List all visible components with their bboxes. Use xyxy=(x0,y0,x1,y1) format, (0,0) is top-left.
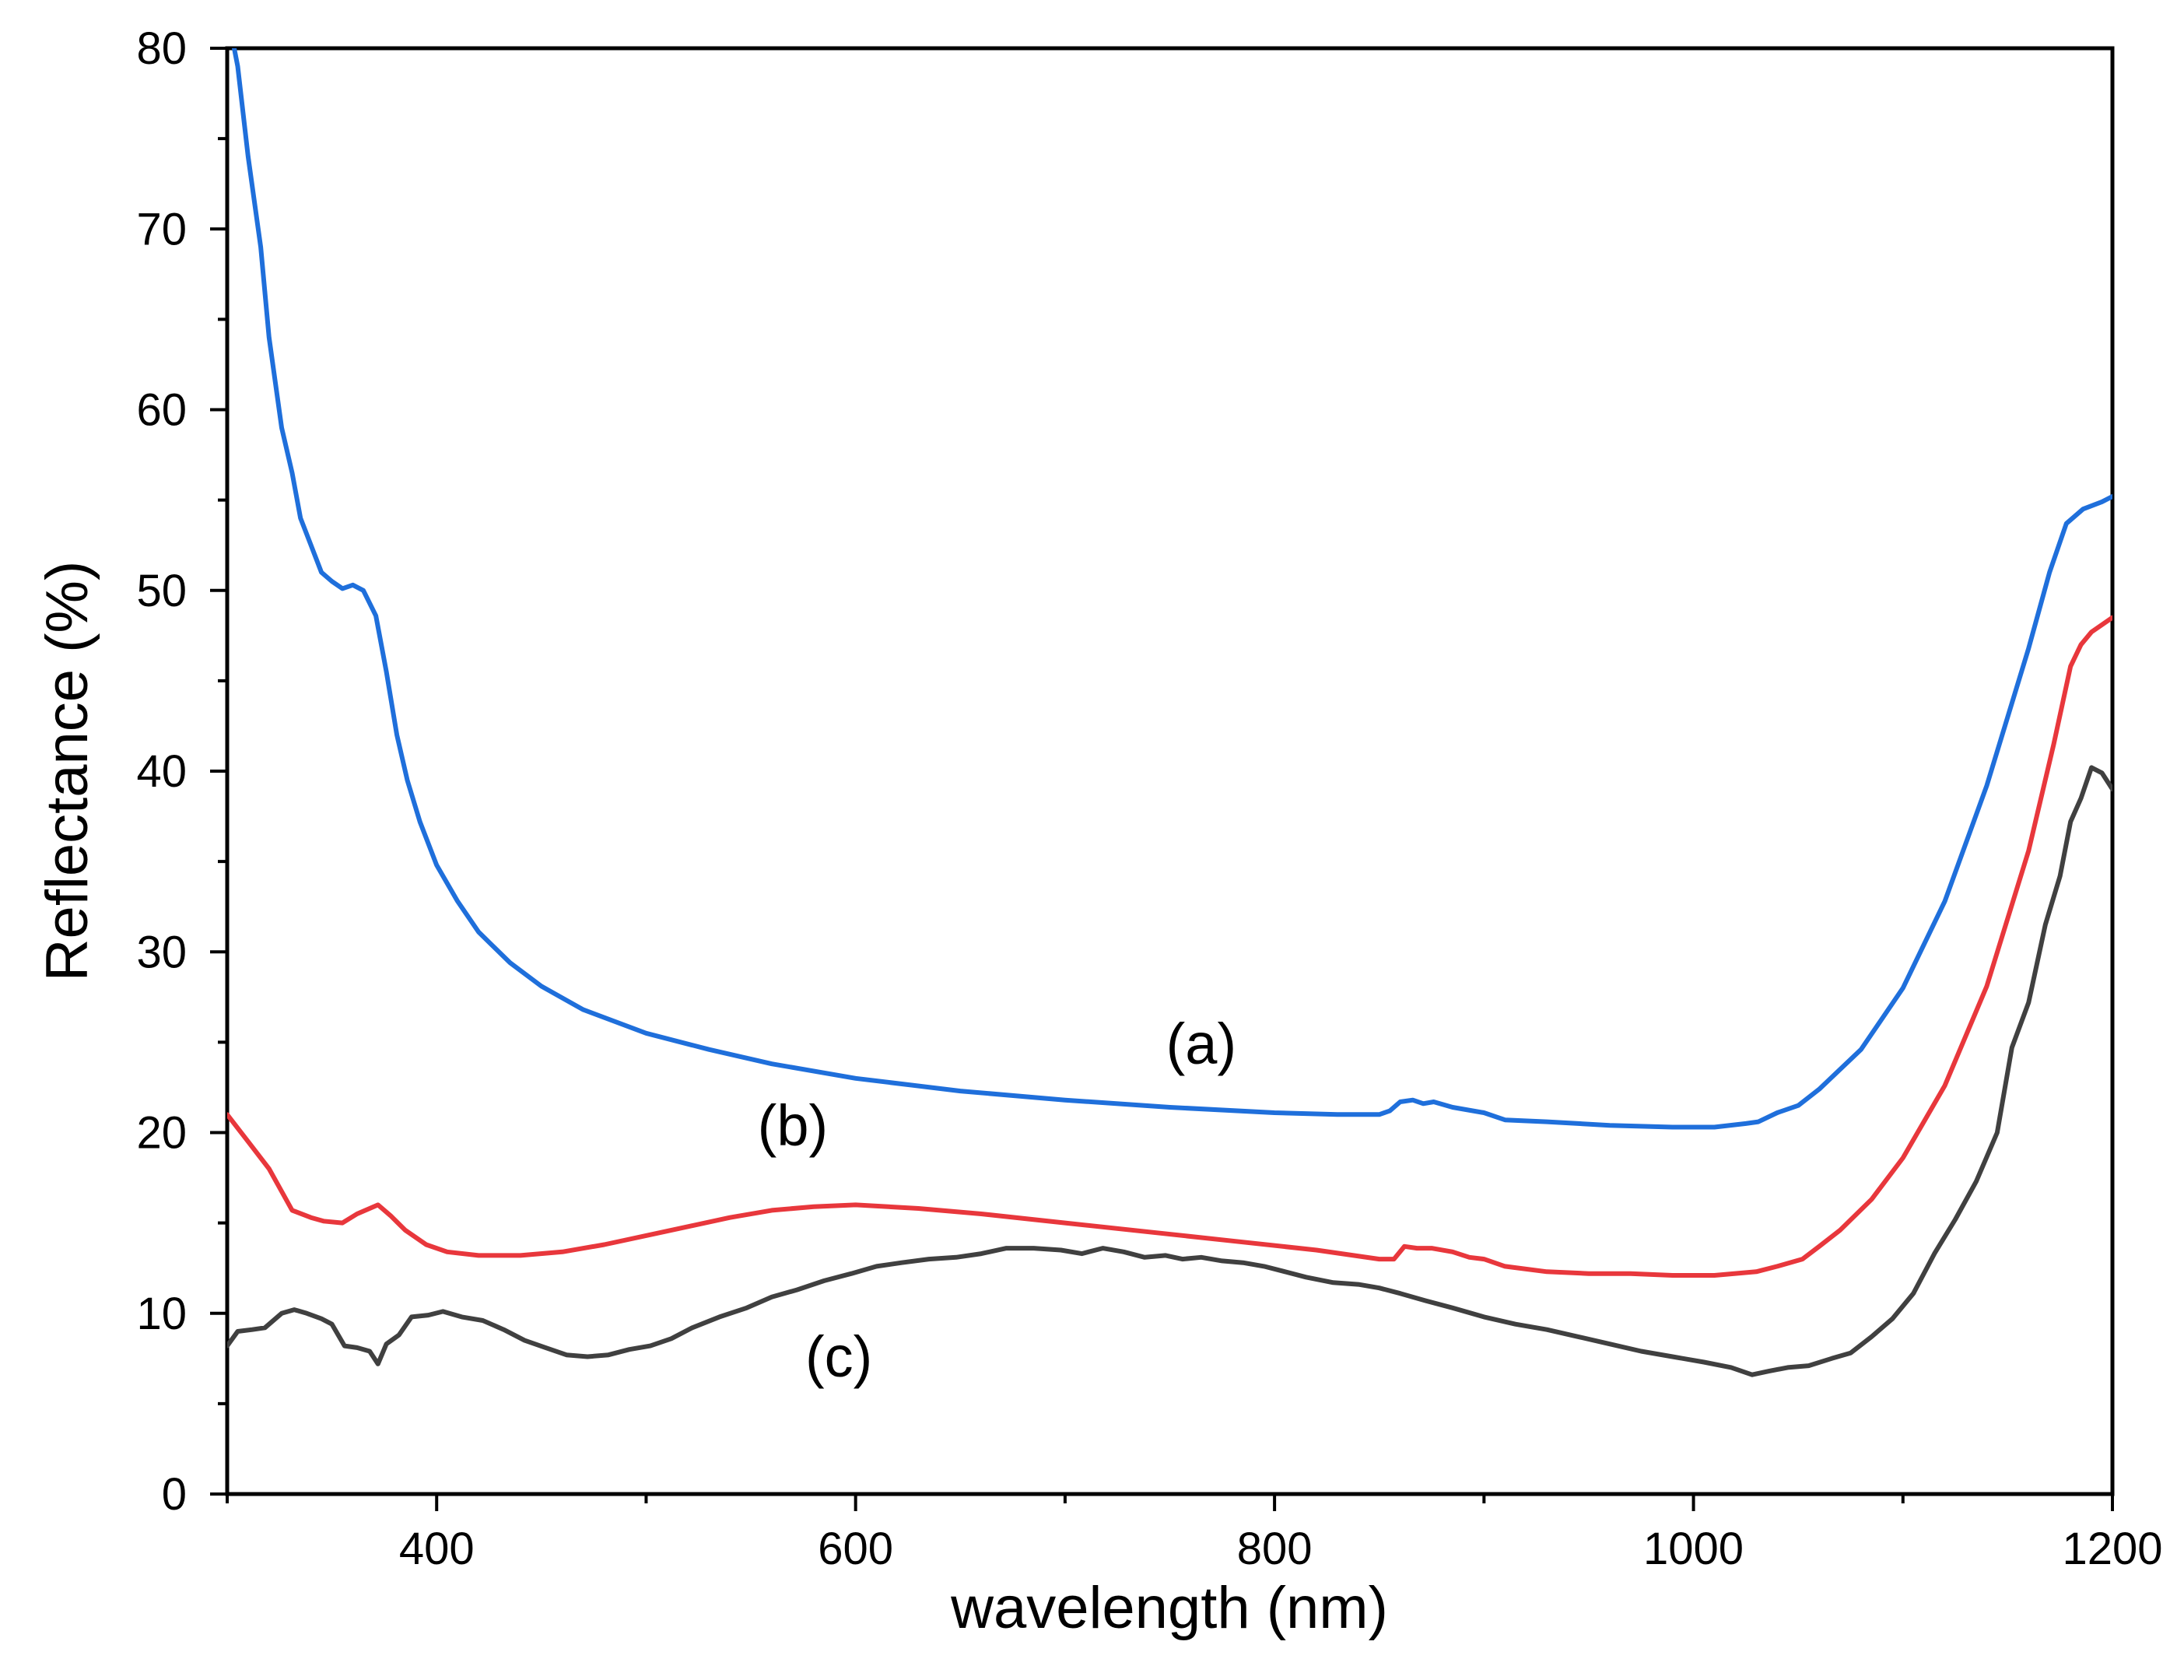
y-tick-label: 10 xyxy=(136,1289,187,1339)
series-line-c xyxy=(227,765,2112,1377)
x-tick-label: 1000 xyxy=(1643,1524,1744,1574)
x-tick-label: 400 xyxy=(399,1524,475,1574)
axis-tick-labels: 400 600 800 1000 1200 0 10 20 30 40 50 60 70 80 xyxy=(136,23,2162,1574)
series-label-c: (c) xyxy=(805,1324,872,1389)
y-tick-label: 70 xyxy=(136,204,187,254)
y-tick-label: 60 xyxy=(136,385,187,436)
y-tick-label: 0 xyxy=(162,1469,187,1520)
series-line-a xyxy=(231,48,2112,1130)
series-annotations: (a) (b) (c) xyxy=(758,1012,1236,1389)
series-label-b: (b) xyxy=(758,1093,828,1158)
y-tick-label: 80 xyxy=(136,23,187,74)
x-tick-label: 1200 xyxy=(2062,1524,2162,1574)
y-tick-label: 50 xyxy=(136,566,187,616)
y-tick-label: 30 xyxy=(136,927,187,977)
y-tick-label: 40 xyxy=(136,746,187,797)
series-line-b xyxy=(227,615,2112,1278)
x-axis-title: wavelength (nm) xyxy=(950,1575,1388,1641)
y-axis-title: Reflectance (%) xyxy=(34,561,100,982)
series-lines xyxy=(227,48,2112,1377)
axis-ticks xyxy=(210,47,2114,1511)
y-tick-label: 20 xyxy=(136,1108,187,1159)
x-tick-label: 600 xyxy=(818,1524,893,1574)
x-tick-label: 800 xyxy=(1237,1524,1313,1574)
series-label-a: (a) xyxy=(1166,1012,1236,1076)
plot-frame xyxy=(225,46,2115,1496)
